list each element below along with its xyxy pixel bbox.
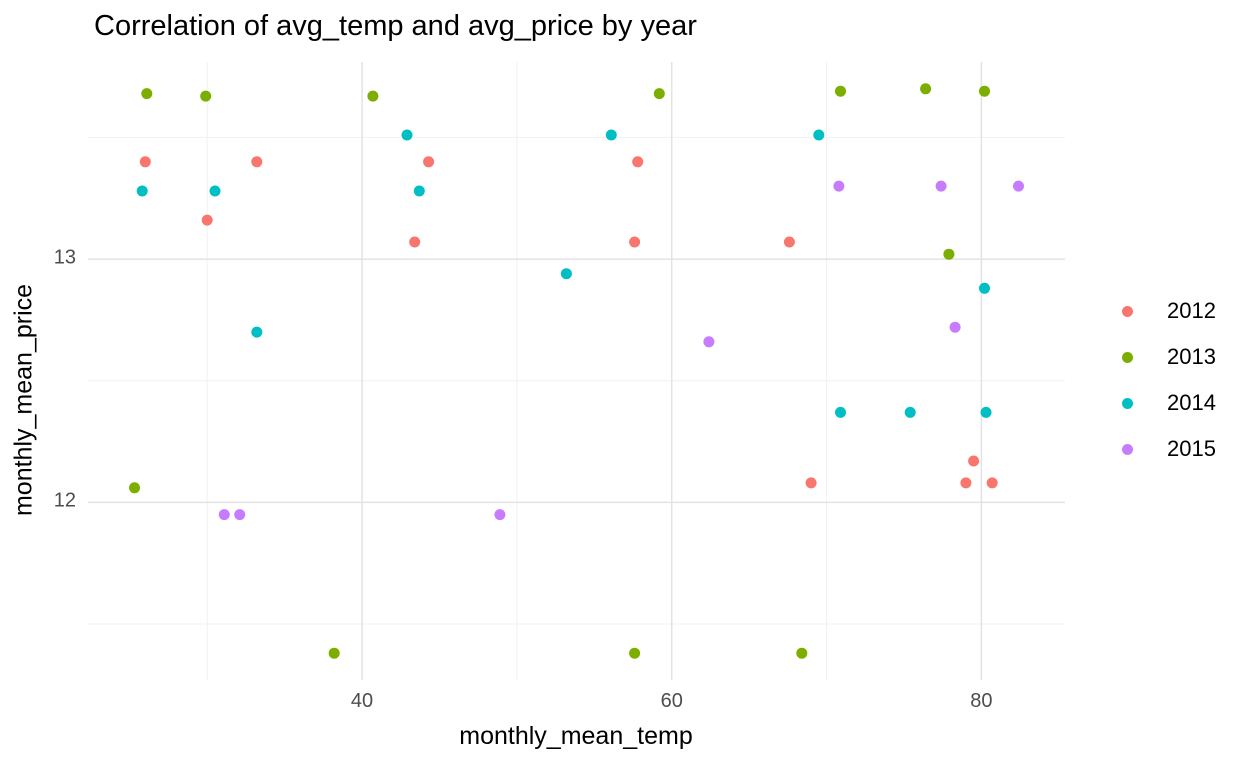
- data-point-2014: [560, 268, 572, 280]
- data-point-2013: [200, 90, 212, 102]
- data-point-2014: [904, 406, 916, 418]
- x-tick-label-60: 60: [660, 690, 683, 712]
- data-point-2015: [703, 336, 715, 348]
- x-tick-label-40: 40: [350, 690, 374, 712]
- data-point-2012: [251, 156, 263, 168]
- data-point-2013: [796, 647, 808, 659]
- data-point-2013: [920, 83, 932, 95]
- data-point-2012: [968, 455, 980, 467]
- data-point-2014: [835, 406, 846, 418]
- data-point-2012: [805, 477, 817, 489]
- data-point-2015: [218, 509, 230, 521]
- legend-label-2012: 2012: [1167, 298, 1216, 323]
- data-point-2012: [632, 156, 644, 168]
- data-point-2013: [367, 90, 379, 102]
- plot-area: [88, 62, 1065, 680]
- y-axis-title: monthly_mean_price: [9, 283, 38, 517]
- data-point-2012: [629, 236, 641, 248]
- data-point-2014: [251, 326, 263, 338]
- data-point-2015: [494, 509, 506, 521]
- legend-swatch-2015-icon: [1122, 443, 1133, 455]
- plot-canvas: [88, 62, 1065, 680]
- legend-label-2013: 2013: [1167, 344, 1216, 369]
- legend-item-2013: 2013: [1122, 334, 1216, 380]
- data-point-2012: [986, 477, 998, 489]
- data-point-2012: [409, 236, 421, 248]
- x-axis-title: monthly_mean_temp: [459, 722, 693, 750]
- data-point-2013: [328, 647, 340, 659]
- legend-item-2014: 2014: [1122, 380, 1216, 426]
- data-point-2014: [413, 185, 425, 197]
- data-point-2013: [653, 88, 665, 100]
- y-tick-label-13: 13: [53, 246, 76, 269]
- data-point-2013: [943, 248, 955, 260]
- data-point-2013: [141, 88, 153, 100]
- data-point-2015: [833, 180, 845, 192]
- data-point-2014: [401, 129, 413, 141]
- x-tick-label-80: 80: [970, 690, 993, 712]
- legend-item-2015: 2015: [1122, 426, 1216, 472]
- data-point-2012: [139, 156, 151, 168]
- data-point-2014: [209, 185, 221, 197]
- y-tick-label-12: 12: [53, 489, 76, 512]
- data-point-2014: [979, 282, 990, 294]
- data-point-2012: [783, 236, 795, 248]
- data-point-2013: [979, 85, 990, 97]
- data-point-2014: [605, 129, 617, 141]
- data-point-2015: [949, 321, 961, 333]
- legend-swatch-2014-icon: [1122, 397, 1133, 409]
- legend: 2012 2013 2014 2015: [1122, 288, 1216, 472]
- legend-label-2014: 2014: [1167, 390, 1216, 415]
- legend-swatch-2012-icon: [1122, 305, 1133, 317]
- legend-label-2015: 2015: [1167, 436, 1216, 461]
- data-point-2013: [835, 85, 846, 97]
- data-point-2014: [136, 185, 148, 197]
- data-point-2012: [423, 156, 435, 168]
- data-point-2012: [201, 214, 213, 226]
- chart-title: Correlation of avg_temp and avg_price by…: [94, 10, 697, 42]
- legend-item-2012: 2012: [1122, 288, 1216, 334]
- data-point-2014: [813, 129, 825, 141]
- data-point-2015: [935, 180, 947, 192]
- data-point-2015: [1013, 180, 1024, 192]
- data-point-2013: [129, 482, 140, 494]
- data-point-2015: [234, 509, 246, 521]
- legend-swatch-2013-icon: [1122, 351, 1133, 363]
- data-point-2012: [960, 477, 972, 489]
- data-point-2014: [980, 406, 992, 418]
- data-point-2013: [629, 647, 641, 659]
